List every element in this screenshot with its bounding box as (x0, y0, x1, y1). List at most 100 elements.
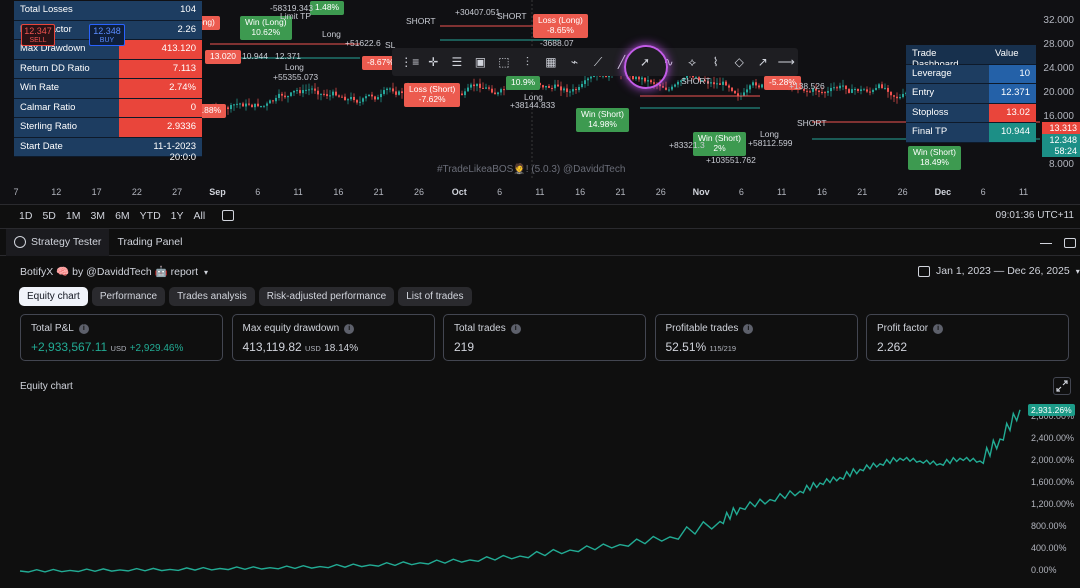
trade-annotation: Limit TP (280, 11, 312, 21)
stats-value: 11-1-2023 20:0:0 (119, 137, 202, 163)
candle-body (464, 91, 466, 96)
candle-body (320, 93, 322, 95)
candle-body (824, 92, 826, 94)
strategy-tabs: Equity chart Performance Trades analysis Ri… (19, 287, 472, 306)
time-tick: 16 (575, 187, 586, 197)
trade-dashboard: Trade Dashboard Value Leverage10Entry12.… (906, 45, 1036, 143)
timeframe-1y[interactable]: 1Y (170, 209, 184, 222)
stats-value: 2.74% (119, 79, 202, 99)
metric-value-row: +2,933,567.11 USD +2,929.46% (31, 340, 212, 354)
info-icon[interactable]: i (933, 323, 944, 334)
stats-label: Calmar Ratio (14, 98, 119, 118)
brush-icon[interactable]: ⌇ (712, 55, 719, 69)
strategy-tab[interactable]: Trades analysis (169, 287, 255, 306)
panel-tab[interactable]: Strategy Tester (6, 228, 110, 256)
timeframe-5d[interactable]: 5D (42, 209, 56, 222)
dashboard-value: 12.371 (989, 84, 1036, 104)
chevron-down-icon: ▾ (1075, 266, 1080, 276)
candle-body (566, 88, 568, 92)
minimize-icon[interactable] (1040, 238, 1052, 244)
strategy-tab[interactable]: Risk-adjusted performance (258, 287, 395, 306)
price-badge-top: 13.313 (1042, 122, 1080, 134)
candle-body (809, 91, 811, 93)
timeframe-all[interactable]: All (193, 209, 206, 222)
maximize-icon[interactable] (1064, 238, 1076, 248)
info-icon[interactable]: i (78, 323, 89, 334)
node-icon[interactable]: ⟡ (688, 54, 697, 69)
calendar-range-icon[interactable] (222, 210, 235, 221)
path-icon[interactable]: ⟋ (593, 54, 603, 69)
dashboard-label: Entry (906, 84, 989, 104)
candle-body (755, 82, 757, 86)
candle-body (866, 89, 868, 92)
metric-card: Max equity drawdown i 413,119.82 USD 18.14… (231, 314, 435, 361)
sell-button[interactable]: 12.347 SELL (21, 24, 55, 46)
candle-body (395, 91, 397, 95)
candle-body (299, 90, 301, 94)
time-tick: 11 (777, 187, 787, 197)
bars-icon[interactable]: ⋮≡ (400, 55, 420, 69)
candle-body (887, 87, 889, 92)
price-tick: 16.000 (1043, 111, 1074, 122)
frame-icon[interactable]: ▣ (474, 55, 487, 69)
info-icon[interactable]: i (743, 323, 754, 334)
candle-body (317, 90, 319, 95)
equity-y-tick: 1,600.00% (1031, 477, 1075, 487)
candle-body (752, 82, 754, 86)
timeframe-1d[interactable]: 1D (19, 209, 33, 222)
strategy-tab[interactable]: Equity chart (19, 287, 88, 306)
time-tick: 16 (333, 187, 344, 197)
time-tick: 11 (293, 187, 303, 197)
candle-body (737, 93, 739, 96)
candle-body (296, 90, 298, 92)
panel-tab[interactable]: Trading Panel (109, 229, 190, 256)
clock[interactable]: 09:01:36 UTC+11 (995, 210, 1074, 221)
strategy-tab[interactable]: List of trades (398, 287, 472, 306)
candle-body (854, 88, 856, 90)
trade-annotation: +51622.6 (345, 38, 381, 48)
strategy-title[interactable]: BotifyX 🧠 by @DaviddTech 🤖 report ▾ (20, 265, 208, 278)
list-icon[interactable]: ☰ (451, 55, 463, 69)
candle-body (671, 86, 673, 90)
metric-card: Profitable trades i 52.51% 115/219 (654, 314, 858, 361)
info-icon[interactable]: i (510, 323, 521, 334)
candle-body (902, 93, 904, 98)
equity-y-tick: 2,000.00% (1031, 455, 1075, 465)
timeframe-bar: 1D 5D 1M 3M 6M YTD 1Y All 09:01:36 UTC+11 (0, 204, 1080, 226)
ray-icon[interactable]: ↗ (757, 55, 768, 69)
crosshair-icon[interactable]: ✛ (428, 55, 439, 69)
timeframe-3m[interactable]: 3M (90, 209, 106, 222)
trade-annotation: +58112.599 (748, 138, 793, 148)
box-icon[interactable]: ⬚ (498, 55, 510, 69)
lines-icon[interactable]: ⫶ (525, 54, 529, 69)
price-chart[interactable]: 32.00028.00024.00020.00016.00012.0008.00… (0, 0, 1080, 204)
shape-icon[interactable]: ◇ (734, 55, 744, 69)
grid-icon[interactable]: ▦ (545, 55, 557, 69)
metric-value-row: 52.51% 115/219 (666, 340, 847, 354)
metric-percent: 18.14% (324, 343, 359, 354)
buy-price: 12.348 (93, 26, 121, 36)
candle-body (335, 91, 337, 96)
candle-body (581, 83, 583, 88)
time-tick: 21 (615, 187, 626, 197)
candle-body (857, 88, 859, 92)
strategy-tab[interactable]: Performance (91, 287, 166, 306)
candle-body (479, 83, 481, 88)
date-range[interactable]: Jan 1, 2023 — Dec 26, 2025 ▾ (918, 265, 1080, 277)
line-icon[interactable]: ╱ (617, 55, 626, 69)
candle-body (242, 103, 244, 107)
candle-body (326, 94, 328, 96)
expand-icon[interactable] (1053, 377, 1071, 395)
timeframe-6m[interactable]: 6M (115, 209, 130, 222)
timeframe-ytd[interactable]: YTD (139, 209, 161, 222)
pattern-icon[interactable]: ⌁ (570, 55, 579, 69)
timeframe-1m[interactable]: 1M (65, 209, 81, 222)
candle-body (293, 90, 295, 93)
buy-button[interactable]: 12.348 BUY (89, 24, 125, 46)
candle-body (482, 87, 484, 89)
hline-icon[interactable]: ⟶ (777, 55, 795, 69)
candle-body (590, 76, 592, 79)
curve-icon[interactable]: ∿ (663, 55, 674, 69)
info-icon[interactable]: i (344, 323, 355, 334)
candle-body (668, 89, 670, 91)
